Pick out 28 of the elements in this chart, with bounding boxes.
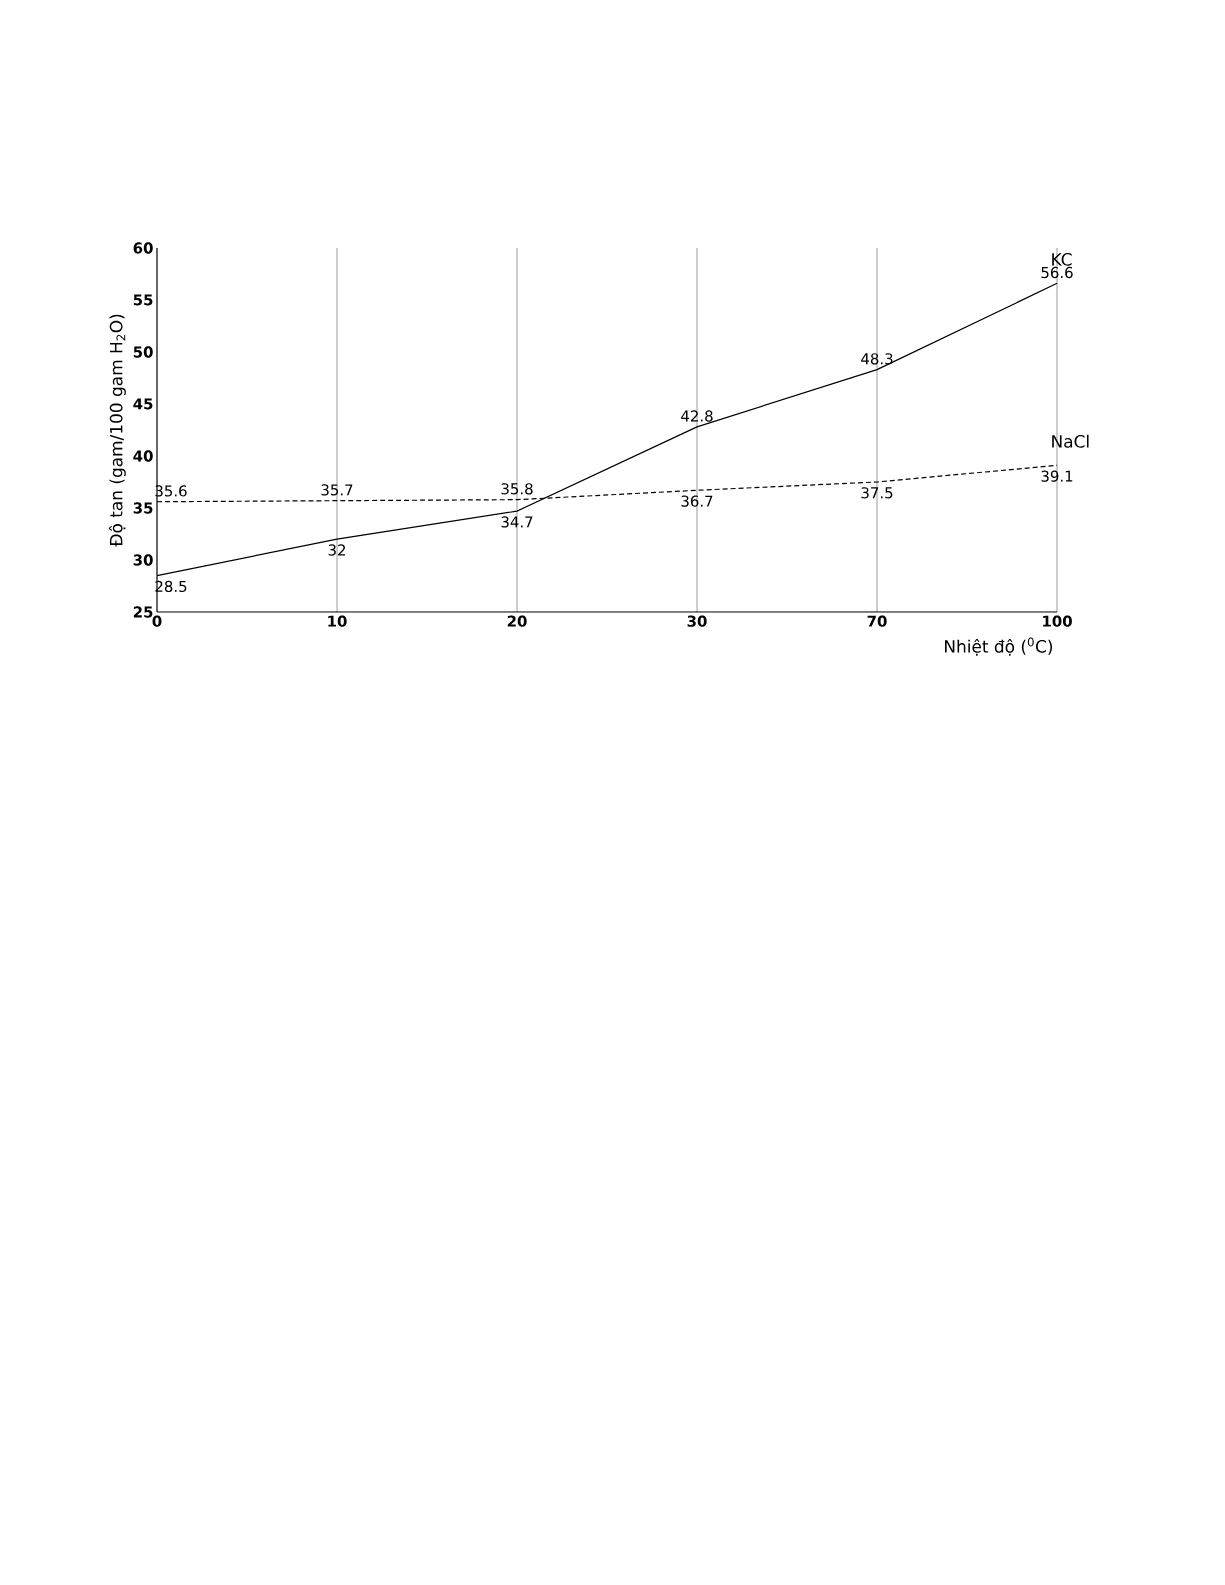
data-label: 32 (328, 544, 346, 556)
y-tick-label: 30 (133, 554, 153, 566)
y-tick-label: 60 (133, 242, 153, 254)
x-tick-label: 100 (1043, 615, 1072, 627)
y-tick-label: 25 (133, 606, 153, 618)
x-tick-label: 10 (328, 615, 347, 627)
data-label: 48.3 (861, 353, 893, 365)
series-label: KC (1052, 252, 1072, 266)
data-label: 35.8 (501, 483, 533, 495)
data-label: 56.6 (1041, 266, 1073, 279)
series-label: NaCl (1052, 434, 1089, 448)
y-axis-title: Độ tan (gam/100 gam H$_{2}$O) (108, 314, 126, 547)
x-tick-label: 70 (867, 615, 887, 627)
x-axis-title: Nhiệt độ ($^{0}$C) (945, 637, 1053, 656)
data-label: 37.5 (861, 487, 893, 499)
y-tick-label: 40 (133, 450, 153, 462)
y-tick-label: 45 (133, 398, 153, 410)
data-label: 39.1 (1041, 470, 1073, 482)
y-tick-label: 55 (133, 294, 153, 306)
y-tick-label: 50 (133, 346, 153, 358)
data-label: 35.7 (321, 484, 353, 496)
y-tick-label: 35 (133, 502, 153, 514)
x-tick-label: 0 (152, 615, 162, 627)
x-tick-label: 20 (507, 615, 527, 627)
data-label: 36.7 (681, 495, 713, 507)
data-label: 42.8 (681, 410, 713, 422)
x-tick-label: 30 (687, 615, 707, 627)
data-label: 34.7 (501, 516, 533, 528)
